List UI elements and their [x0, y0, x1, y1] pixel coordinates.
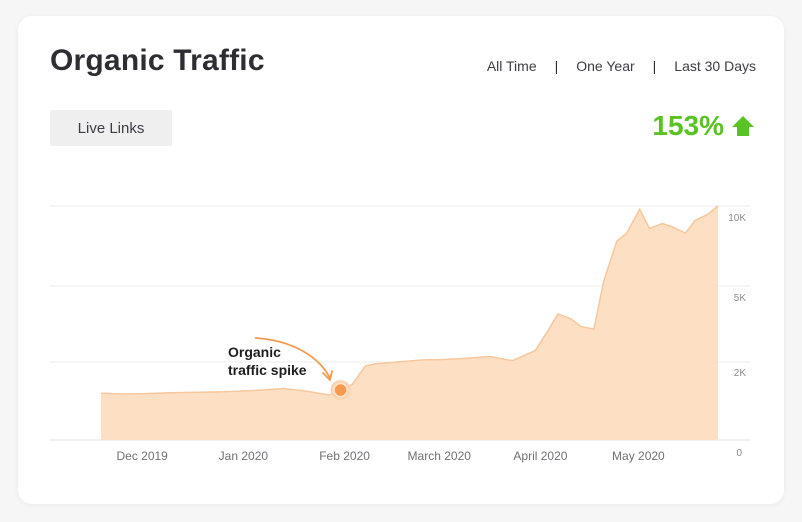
callout-arrow [254, 337, 331, 379]
x-tick-label: April 2020 [513, 449, 567, 463]
range-divider: | [652, 58, 657, 74]
callout-line-1: Organic [228, 344, 281, 360]
x-axis-ticks: Dec 2019 Jan 2020 Feb 2020 March 2020 April … [116, 449, 665, 463]
annotation-layer [254, 337, 351, 400]
x-tick-label: Dec 2019 [116, 449, 168, 463]
time-range-selector: All Time | One Year | Last 30 Days [487, 58, 756, 74]
page-title: Organic Traffic [50, 44, 265, 77]
arrow-up-icon [732, 116, 754, 136]
area-layer [100, 205, 719, 440]
traffic-line [100, 205, 719, 396]
range-last-30-days[interactable]: Last 30 Days [674, 58, 756, 74]
growth-indicator: 153% [652, 110, 756, 142]
x-tick-label: Feb 2020 [319, 449, 370, 463]
traffic-spike-callout: Organic traffic spike [228, 343, 338, 379]
y-axis-ticks: 0 2K 5K 10K [728, 213, 746, 459]
y-tick-label: 5K [734, 293, 747, 304]
live-links-button[interactable]: Live Links [50, 110, 172, 146]
x-tick-label: May 2020 [612, 449, 665, 463]
y-tick-label: 10K [728, 213, 746, 224]
callout-arrowhead [322, 370, 333, 381]
range-divider: | [554, 58, 559, 74]
y-tick-label: 2K [734, 368, 747, 379]
range-one-year[interactable]: One Year [576, 58, 635, 74]
callout-line-2: traffic spike [228, 362, 307, 378]
x-tick-label: Jan 2020 [219, 449, 269, 463]
x-tick-label: March 2020 [408, 449, 472, 463]
growth-value: 153% [652, 110, 724, 141]
y-tick-label: 0 [736, 448, 742, 459]
traffic-area [101, 206, 718, 440]
range-all-time[interactable]: All Time [486, 58, 537, 74]
spike-marker [333, 382, 348, 398]
